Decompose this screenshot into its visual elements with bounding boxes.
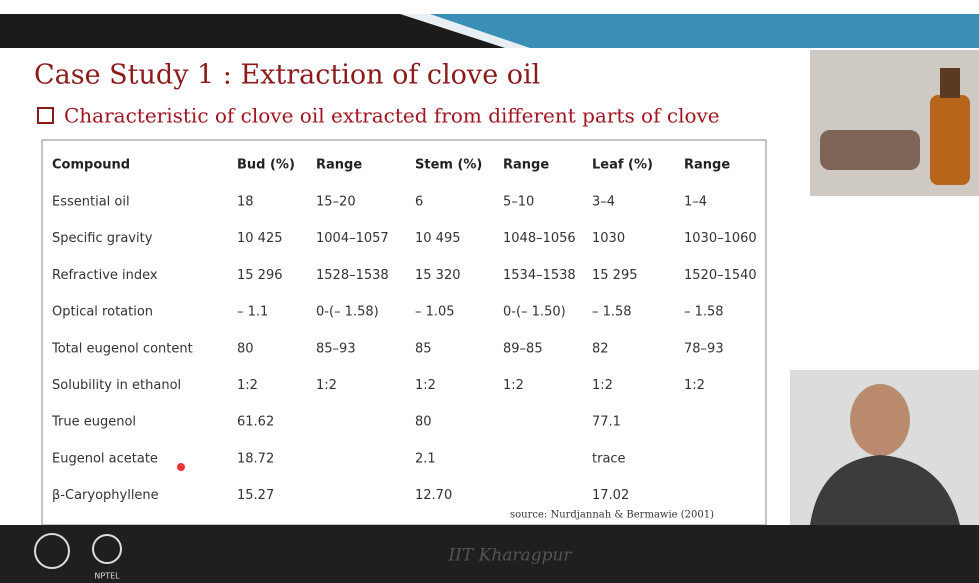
row-label: True eugenol bbox=[51, 415, 136, 430]
cell: 80 bbox=[237, 341, 254, 356]
cell: 89–85 bbox=[503, 341, 543, 356]
cell: 18 bbox=[237, 195, 254, 210]
table-frame bbox=[41, 139, 767, 526]
watermark: IIT Kharagpur bbox=[447, 546, 572, 566]
row-label: Optical rotation bbox=[52, 305, 153, 320]
cell: 3–4 bbox=[592, 195, 615, 210]
cell: 80 bbox=[415, 415, 432, 430]
cell: 1–4 bbox=[684, 195, 707, 210]
row-label: Specific gravity bbox=[52, 231, 153, 246]
cell: – 1.58 bbox=[684, 305, 724, 320]
cell: 1528–1538 bbox=[316, 268, 389, 283]
logo-iit bbox=[34, 533, 70, 569]
title: Case Study 1 : Extraction of clove oil bbox=[34, 60, 540, 91]
top-band bbox=[0, 14, 520, 48]
cell: 1004–1057 bbox=[316, 231, 389, 246]
bottle bbox=[930, 95, 970, 185]
cell: 1:2 bbox=[237, 378, 258, 393]
logo-nptel bbox=[92, 534, 122, 564]
cell: 1:2 bbox=[503, 378, 524, 393]
footer bbox=[0, 525, 979, 583]
source: source: Nurdjannah & Bermawie (2001) bbox=[510, 510, 714, 521]
cell: 1:2 bbox=[684, 378, 705, 393]
cell: 15–20 bbox=[316, 195, 356, 210]
cell: 1030–1060 bbox=[684, 231, 757, 246]
cell: – 1.05 bbox=[415, 305, 455, 320]
cell: 10 495 bbox=[415, 231, 461, 246]
cell: 1:2 bbox=[316, 378, 337, 393]
row-label: Eugenol acetate bbox=[52, 451, 158, 466]
logo-text: NPTEL bbox=[94, 572, 120, 581]
cell: 1:2 bbox=[415, 378, 436, 393]
cell: 1048–1056 bbox=[503, 231, 576, 246]
presenter-head bbox=[850, 384, 910, 456]
cell: 82 bbox=[592, 341, 609, 356]
cell: 1030 bbox=[592, 231, 625, 246]
column-header: Stem (%) bbox=[415, 158, 482, 173]
cell: 0-(– 1.58) bbox=[316, 305, 379, 320]
cell: 77.1 bbox=[592, 415, 621, 430]
cell: – 1.58 bbox=[592, 305, 632, 320]
column-header: Leaf (%) bbox=[592, 158, 653, 173]
cell: 5–10 bbox=[503, 195, 534, 210]
row-label: Solubility in ethanol bbox=[52, 378, 181, 393]
cell: trace bbox=[592, 451, 626, 466]
column-header: Range bbox=[503, 158, 549, 173]
row-label: Essential oil bbox=[52, 195, 130, 210]
column-header: Bud (%) bbox=[237, 158, 295, 173]
cell: 1534–1538 bbox=[503, 268, 576, 283]
cell: 15 320 bbox=[415, 268, 461, 283]
bottle-cap bbox=[940, 68, 960, 98]
cell: 15 296 bbox=[237, 268, 283, 283]
presenter-body bbox=[810, 455, 960, 525]
subtitle: Characteristic of clove oil extracted fr… bbox=[64, 104, 720, 128]
bullet bbox=[37, 107, 54, 124]
cell: 78–93 bbox=[684, 341, 724, 356]
cell: 85–93 bbox=[316, 341, 356, 356]
cell: 17.02 bbox=[592, 488, 629, 503]
column-header: Range bbox=[684, 158, 730, 173]
cell: 6 bbox=[415, 195, 423, 210]
cell: – 1.1 bbox=[237, 305, 268, 320]
cell: 1:2 bbox=[592, 378, 613, 393]
cell: 61.62 bbox=[237, 415, 274, 430]
cell: 15 295 bbox=[592, 268, 638, 283]
row-label: Refractive index bbox=[52, 268, 158, 283]
cell: 18.72 bbox=[237, 451, 274, 466]
cell: 2.1 bbox=[415, 451, 436, 466]
cloves bbox=[820, 130, 920, 170]
cell: 15.27 bbox=[237, 488, 274, 503]
top-stripe bbox=[400, 14, 530, 48]
table: Compound Bud (%) Range Stem (%) Range Leaf (%… bbox=[51, 158, 757, 504]
column-header: Range bbox=[316, 158, 362, 173]
row-label: β-Caryophyllene bbox=[52, 488, 159, 503]
cell: 10 425 bbox=[237, 231, 283, 246]
cell: 12.70 bbox=[415, 488, 452, 503]
cell: 85 bbox=[415, 341, 432, 356]
row-label: Total eugenol content bbox=[51, 341, 193, 356]
cell: 1520–1540 bbox=[684, 268, 757, 283]
column-header: Compound bbox=[52, 158, 130, 173]
cell: 0-(– 1.50) bbox=[503, 305, 566, 320]
top-accent bbox=[420, 14, 979, 48]
pointer bbox=[177, 463, 185, 471]
